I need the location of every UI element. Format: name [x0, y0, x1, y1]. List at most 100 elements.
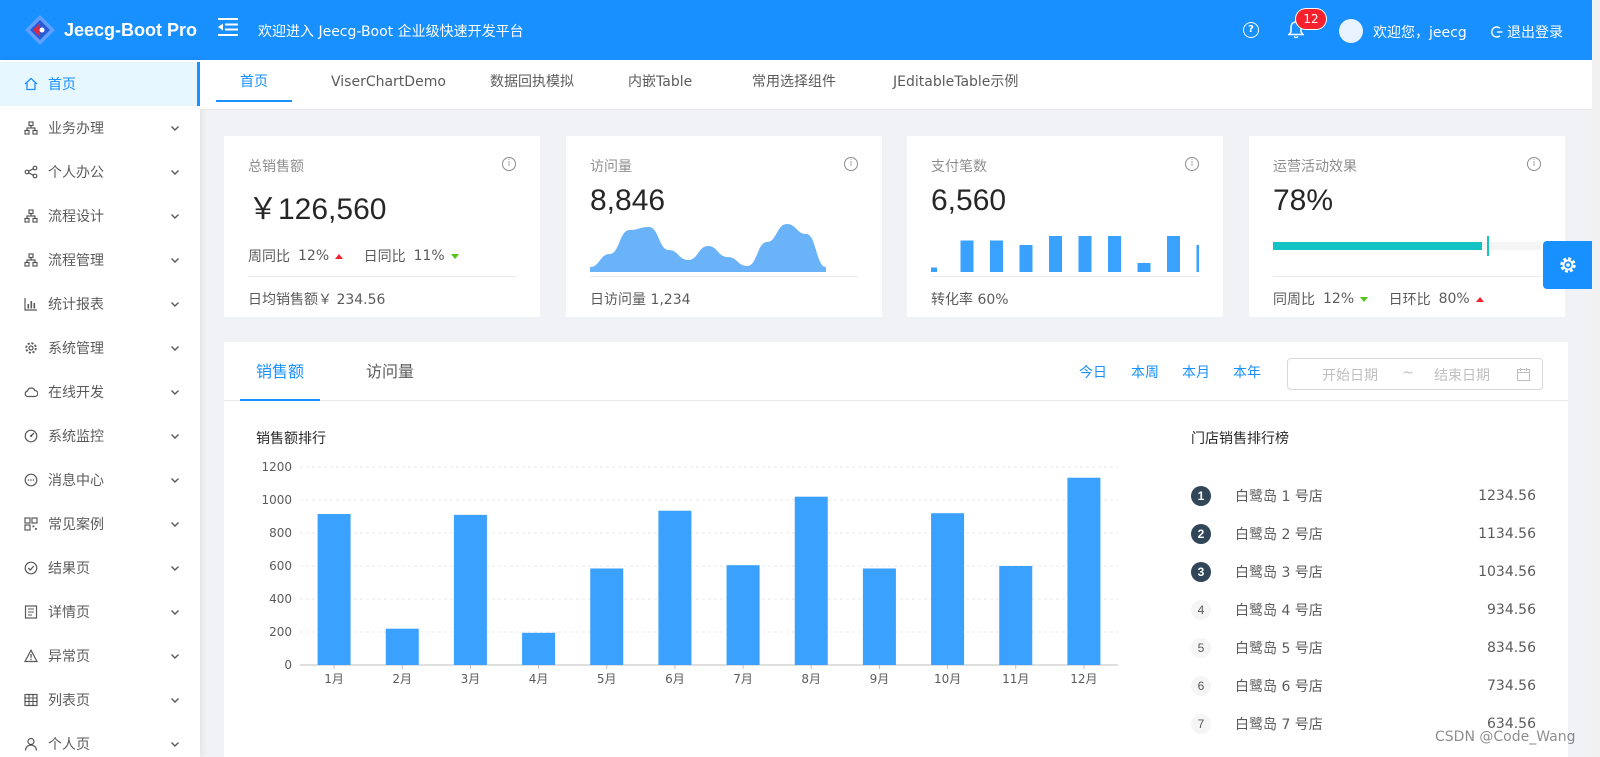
y-tick-label: 800 — [269, 526, 292, 540]
card-value: 6,560 — [931, 184, 1007, 217]
tab-sales[interactable]: 销售额 — [240, 342, 321, 401]
rank-number: 5 — [1191, 638, 1211, 658]
calendar-icon — [1517, 368, 1530, 381]
info-icon[interactable]: i — [844, 157, 858, 171]
x-tick-label: 8月 — [801, 672, 821, 686]
rank-store-value: 834.56 — [1487, 640, 1536, 656]
rank-store-value: 1234.56 — [1478, 488, 1536, 504]
caret-down-icon — [1360, 296, 1369, 302]
sales-bar[interactable] — [931, 513, 965, 665]
sales-bar[interactable] — [385, 628, 419, 665]
info-icon[interactable]: i — [1527, 157, 1541, 171]
logo[interactable]: Jeecg-Boot Pro — [24, 14, 197, 46]
sales-bar[interactable] — [999, 566, 1033, 665]
trend-week: 周同比 12% — [248, 246, 344, 266]
sidebar-item[interactable]: 个人办公 — [0, 150, 200, 194]
sidebar-item[interactable]: 流程管理 — [0, 238, 200, 282]
help-icon[interactable]: ? — [1243, 22, 1259, 38]
sales-bar[interactable] — [658, 510, 692, 665]
cloud-icon — [24, 385, 38, 399]
tab-home[interactable]: 首页 — [216, 60, 292, 110]
tab-jeditable-table[interactable]: JEditableTable示例 — [893, 74, 1019, 90]
home-icon — [24, 77, 38, 91]
sidebar-item[interactable]: 详情页 — [0, 590, 200, 634]
rank-number: 1 — [1191, 486, 1211, 506]
sidebar-item[interactable]: 列表页 — [0, 678, 200, 722]
payments-bar — [1196, 245, 1199, 272]
sidebar-item[interactable]: 结果页 — [0, 546, 200, 590]
date-start-input[interactable]: 开始日期 — [1322, 368, 1378, 384]
rank-store-name: 白鹭岛 1 号店 — [1235, 489, 1323, 505]
tab-data-receipt[interactable]: 数据回执模拟 — [490, 74, 574, 90]
rank-store-value: 934.56 — [1487, 602, 1536, 618]
tab-embedded-table[interactable]: 内嵌Table — [628, 74, 693, 90]
sidebar-item[interactable]: 异常页 — [0, 634, 200, 678]
date-separator: ~ — [1402, 365, 1414, 381]
payments-bar — [990, 240, 1003, 272]
page-scrollbar[interactable] — [1592, 0, 1600, 757]
sidebar-item[interactable]: 常见案例 — [0, 502, 200, 546]
tab-select-components[interactable]: 常用选择组件 — [752, 74, 836, 90]
welcome-text[interactable]: 欢迎您，jeecg — [1373, 25, 1467, 41]
sidebar-item[interactable]: 首页 — [0, 62, 200, 106]
y-tick-label: 1000 — [261, 493, 292, 507]
sidebar-item-label: 系统管理 — [48, 341, 104, 357]
sales-bar[interactable] — [522, 632, 556, 665]
gear-icon — [1559, 257, 1576, 273]
date-range-picker[interactable]: 开始日期 ~ 结束日期 — [1287, 358, 1543, 390]
user-icon — [24, 737, 38, 751]
chevron-down-icon — [170, 649, 180, 659]
range-today[interactable]: 今日 — [1079, 365, 1107, 381]
trend-label: 周同比 — [248, 249, 290, 265]
rank-number: 4 — [1191, 600, 1211, 620]
tab-viser-chart-demo[interactable]: ViserChartDemo — [331, 74, 446, 90]
rank-number: 3 — [1191, 562, 1211, 582]
share-icon — [24, 165, 38, 179]
sales-bar[interactable] — [794, 496, 828, 665]
card-total-sales: 总销售额 i ￥126,560 周同比 12% 日同比 11% 日均销售额￥ 2… — [224, 136, 540, 317]
sales-bar[interactable] — [453, 514, 487, 665]
sales-bar[interactable] — [726, 565, 760, 665]
settings-drawer-button[interactable] — [1543, 241, 1592, 289]
rank-store-value: 1134.56 — [1478, 526, 1536, 542]
trend-day: 日环比 80% — [1389, 289, 1484, 309]
sidebar-item[interactable]: 业务办理 — [0, 106, 200, 150]
x-tick-label: 6月 — [665, 672, 685, 686]
avatar[interactable] — [1339, 19, 1363, 43]
sales-bar[interactable] — [317, 514, 351, 665]
x-tick-label: 5月 — [597, 672, 617, 686]
sidebar-item[interactable]: 系统监控 — [0, 414, 200, 458]
sidebar-item[interactable]: 系统管理 — [0, 326, 200, 370]
divider — [931, 276, 1199, 277]
date-end-input[interactable]: 结束日期 — [1434, 368, 1490, 384]
sidebar-item-label: 消息中心 — [48, 473, 104, 489]
logout-button[interactable]: 退出登录 — [1491, 22, 1563, 42]
tab-visits[interactable]: 访问量 — [366, 362, 415, 381]
x-tick-label: 7月 — [733, 672, 753, 686]
rank-item: 1 白鹭岛 1 号店 1234.56 — [1191, 477, 1536, 515]
sidebar-item[interactable]: 流程设计 — [0, 194, 200, 238]
sales-bar[interactable] — [862, 568, 896, 665]
sales-bar[interactable] — [590, 568, 624, 665]
chevron-down-icon — [170, 693, 180, 703]
panel-tabs: 销售额 访问量 今日 本周 本月 本年 开始日期 ~ 结束日期 — [224, 342, 1568, 401]
sidebar-item[interactable]: 个人页 — [0, 722, 200, 757]
rank-store-name: 白鹭岛 5 号店 — [1235, 641, 1323, 657]
sidebar-item[interactable]: 统计报表 — [0, 282, 200, 326]
range-month[interactable]: 本月 — [1182, 365, 1210, 381]
range-week[interactable]: 本周 — [1131, 365, 1159, 381]
sales-bar[interactable] — [1067, 477, 1101, 665]
range-year[interactable]: 本年 — [1233, 365, 1261, 381]
menu-fold-icon[interactable] — [218, 18, 238, 36]
sidebar-item[interactable]: 消息中心 — [0, 458, 200, 502]
info-icon[interactable]: i — [1185, 157, 1199, 171]
sidebar-item[interactable]: 在线开发 — [0, 370, 200, 414]
info-icon[interactable]: i — [502, 157, 516, 171]
divider — [248, 276, 516, 277]
card-value: ￥126,560 — [248, 193, 387, 226]
chevron-down-icon — [170, 165, 180, 175]
rank-store-name: 白鹭岛 3 号店 — [1235, 565, 1323, 581]
sidebar-item-label: 个人办公 — [48, 165, 104, 181]
sidebar-item-label: 首页 — [48, 77, 76, 93]
visits-area — [590, 224, 826, 272]
